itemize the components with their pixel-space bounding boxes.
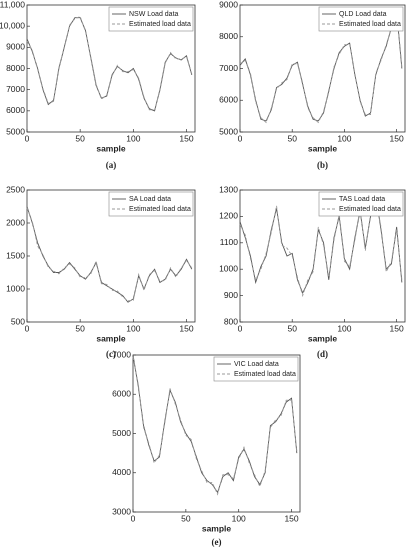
y-tick-label: 5000 — [6, 126, 25, 136]
x-axis-label: sample — [96, 143, 126, 153]
y-tick-label: 4000 — [112, 467, 131, 477]
x-tick-label: 50 — [181, 513, 191, 523]
y-tick-label: 800 — [224, 316, 238, 326]
y-tick-label: 10,000 — [0, 20, 25, 30]
caption: (d) — [317, 349, 328, 359]
legend-label: QLD Load data — [339, 11, 387, 18]
x-tick-label: 150 — [179, 323, 193, 333]
legend-label: SA Load data — [129, 196, 171, 203]
x-tick-label: 50 — [287, 323, 297, 333]
caption: (e) — [212, 537, 222, 547]
data-line — [26, 16, 193, 111]
x-tick-label: 0 — [238, 133, 243, 143]
y-tick-label: 1000 — [6, 283, 25, 293]
legend-box — [108, 6, 194, 32]
y-tick-label: 1200 — [219, 211, 238, 221]
x-tick-label: 50 — [287, 133, 297, 143]
x-tick-label: 100 — [126, 323, 140, 333]
legend-box — [318, 6, 404, 32]
x-tick-label: 100 — [337, 133, 351, 143]
x-tick-label: 100 — [126, 133, 140, 143]
data-line — [26, 207, 193, 302]
legend-box — [318, 191, 404, 217]
legend-box — [108, 191, 194, 217]
legend-box — [213, 356, 299, 382]
legend-label: Estimated load data — [234, 371, 296, 378]
y-tick-label: 1500 — [6, 250, 25, 260]
y-tick-label: 900 — [224, 290, 238, 300]
y-tick-label: 1300 — [219, 184, 238, 194]
y-tick-label: 6000 — [6, 105, 25, 115]
y-tick-label: 6000 — [112, 389, 131, 399]
x-axis-label: sample — [96, 333, 126, 343]
y-tick-label: 9000 — [219, 0, 238, 9]
data-line — [239, 9, 403, 124]
y-tick-label: 3000 — [112, 506, 131, 516]
legend-label: Estimated load data — [129, 206, 191, 213]
x-tick-label: 0 — [238, 323, 243, 333]
caption: (c) — [106, 349, 116, 359]
x-axis-label: sample — [308, 333, 338, 343]
caption: (a) — [106, 160, 117, 170]
x-tick-label: 100 — [232, 513, 246, 523]
x-tick-label: 150 — [284, 513, 298, 523]
y-tick-label: 7000 — [6, 84, 25, 94]
legend-label: Estimated load data — [339, 21, 401, 28]
y-tick-label: 1000 — [219, 263, 238, 273]
data-line — [132, 356, 298, 496]
y-tick-label: 1100 — [220, 237, 239, 247]
y-tick-label: 2500 — [6, 184, 25, 194]
y-tick-label: 2000 — [6, 217, 25, 227]
y-tick-label: 8000 — [6, 63, 25, 73]
x-tick-label: 150 — [390, 323, 404, 333]
legend-label: Estimated load data — [129, 21, 191, 28]
y-tick-label: 500 — [11, 316, 25, 326]
y-tick-label: 8000 — [219, 31, 238, 41]
x-tick-label: 100 — [337, 323, 351, 333]
x-tick-label: 150 — [179, 133, 193, 143]
x-tick-label: 50 — [75, 133, 85, 143]
legend-label: VIC Load data — [234, 361, 279, 368]
caption: (b) — [317, 160, 328, 170]
x-tick-label: 0 — [131, 513, 136, 523]
x-tick-label: 50 — [75, 323, 85, 333]
y-tick-label: 7000 — [112, 349, 131, 359]
x-axis-label: sample — [308, 143, 338, 153]
y-tick-label: 9000 — [6, 42, 25, 52]
x-tick-label: 0 — [25, 323, 30, 333]
x-tick-label: 0 — [25, 133, 30, 143]
legend-label: TAS Load data — [339, 196, 385, 203]
legend-label: Estimated load data — [339, 206, 401, 213]
y-tick-label: 6000 — [219, 95, 238, 105]
y-tick-label: 11,000 — [0, 0, 25, 9]
x-tick-label: 150 — [390, 133, 404, 143]
legend-label: NSW Load data — [129, 11, 179, 18]
y-tick-label: 5000 — [112, 428, 131, 438]
y-tick-label: 5000 — [219, 126, 238, 136]
x-axis-label: sample — [202, 523, 232, 533]
y-tick-label: 7000 — [219, 63, 238, 73]
